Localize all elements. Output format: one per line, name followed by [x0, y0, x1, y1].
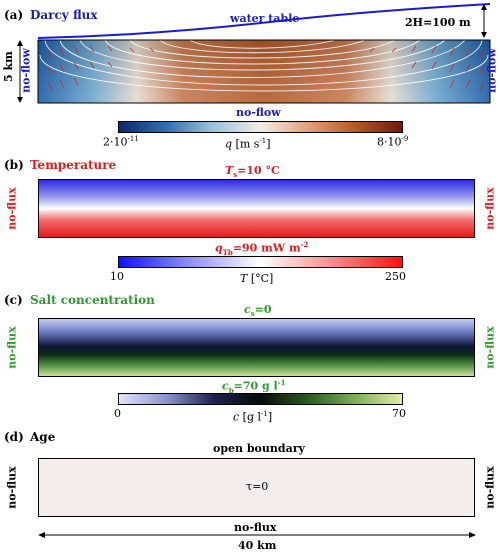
- water-table-label: water table: [230, 12, 300, 25]
- colorbar-c-min: 0: [114, 407, 121, 420]
- panel-d-title: Age: [30, 430, 56, 444]
- colorbar-b-min: 10: [110, 270, 124, 283]
- colorbar-c-max: 70: [392, 407, 406, 420]
- panel-b-right-boundary: no-flux: [483, 187, 497, 230]
- colorbar-c-label: c [g l-1]: [233, 410, 273, 424]
- panel-c-left-boundary: no-flux: [5, 326, 19, 369]
- water-table-curve: [37, 3, 491, 39]
- age-field: [38, 458, 475, 517]
- temperature-colorbar: [118, 256, 403, 268]
- temperature-field: [38, 179, 475, 238]
- salt-colorbar: [118, 393, 403, 405]
- panel-d-bottom-boundary: no-flux: [234, 521, 277, 534]
- panel-b-letter: (b): [4, 158, 24, 172]
- panel-a-left-boundary: no-flow: [19, 48, 33, 93]
- salt-concentration-field: [38, 318, 475, 377]
- relief-label: 2H=100 m: [405, 16, 471, 29]
- panel-d-left-boundary: no-flux: [5, 466, 19, 509]
- panel-a-letter: (a): [4, 8, 24, 22]
- panel-b-left-boundary: no-flux: [5, 187, 19, 230]
- panel-c-bottom-boundary: cb=70 g l-1: [222, 378, 286, 395]
- colorbar-b-max: 250: [385, 270, 406, 283]
- panel-d-right-boundary: no-flux: [483, 466, 497, 509]
- flux-arrows: [47, 45, 485, 91]
- panel-b-top-boundary: Ts=10 °C: [225, 164, 280, 180]
- panel-a-bottom-boundary: no-flow: [236, 106, 281, 119]
- panel-c-title: Salt concentration: [30, 293, 155, 307]
- panel-b-bottom-boundary: qTb=90 mW m-2: [215, 240, 309, 257]
- width-label: 40 km: [238, 539, 277, 552]
- panel-d-letter: (d): [4, 430, 24, 444]
- colorbar-a-max: 8·10-9: [377, 135, 409, 149]
- colorbar-a-min: 2·10-11: [103, 135, 139, 149]
- darcy-flux-colorbar: [118, 121, 403, 133]
- panel-a-right-boundary: no-flow: [485, 48, 499, 93]
- panel-c-top-boundary: cs=0: [244, 303, 272, 319]
- colorbar-a-label: q [m s-1]: [225, 137, 271, 151]
- panel-d-top-boundary: open boundary: [213, 442, 305, 455]
- width-arrow: [38, 532, 476, 538]
- panel-c-right-boundary: no-flux: [483, 326, 497, 369]
- panel-a-svg: [17, 3, 491, 104]
- age-initial-value: τ=0: [246, 480, 269, 493]
- panel-a-title: Darcy flux: [30, 8, 98, 22]
- panel-c-letter: (c): [4, 293, 23, 307]
- colorbar-b-label: T [°C]: [240, 272, 274, 285]
- depth-label: 5 km: [2, 51, 15, 82]
- panel-b-title: Temperature: [30, 158, 117, 172]
